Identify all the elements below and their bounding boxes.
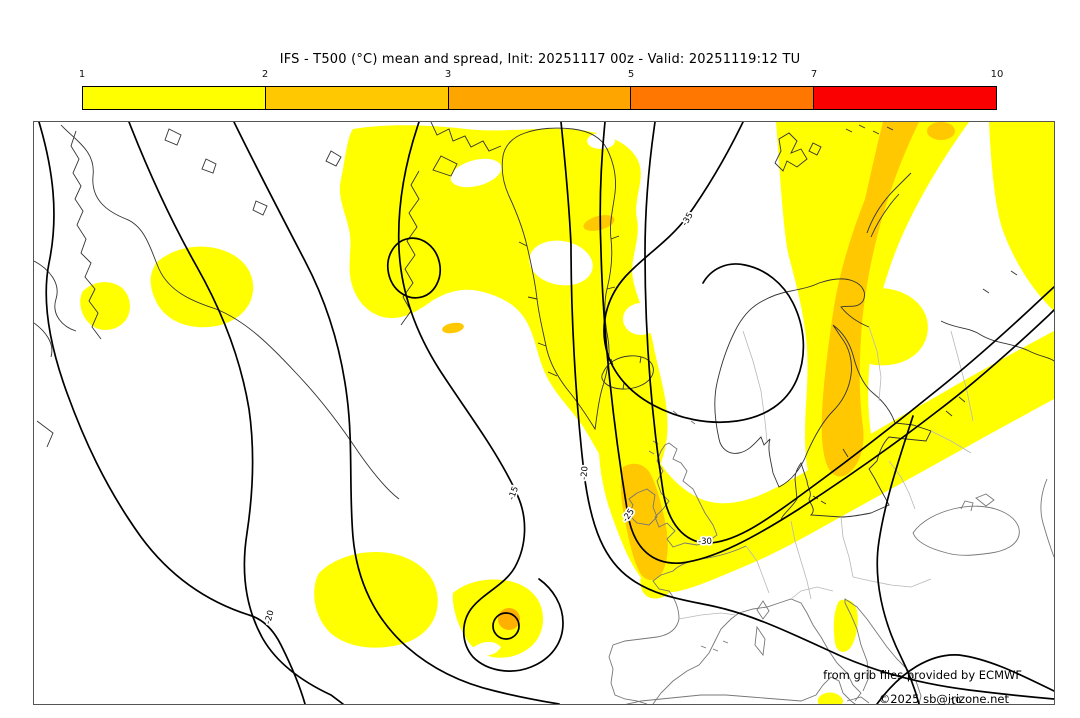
colorbar-tick-label: 1 <box>78 69 86 80</box>
border-germany <box>791 521 811 599</box>
border-poland <box>841 517 853 577</box>
contour-label: -20 <box>579 466 590 481</box>
contour-label: -10 <box>946 695 962 704</box>
spread-atlantic-blob-east <box>452 579 543 658</box>
coastline-greenland <box>502 128 615 429</box>
spread-italy-blob <box>833 599 858 652</box>
contour-label: -20 <box>263 609 276 625</box>
gap-2 <box>450 158 502 188</box>
coastlines-arctic <box>34 122 1054 521</box>
colorbar-tick-label: 7 <box>810 69 818 80</box>
colorbar-tick-label: 2 <box>261 69 269 80</box>
temperature-contours <box>39 122 1054 704</box>
coastline-spain-med-italy <box>653 599 921 704</box>
coastline-labrador <box>61 125 399 499</box>
spread-labrador-blob <box>150 246 254 328</box>
contour-west-1 <box>39 122 305 704</box>
coastline-russia-north <box>941 271 1054 361</box>
contour-minus20-trough <box>561 122 1054 699</box>
gap-1 <box>529 240 593 286</box>
colorbar-segment-5-7 <box>631 87 815 109</box>
spread-atlantic-blob-west <box>314 551 438 648</box>
gold-baltic-spot <box>827 375 847 391</box>
attribution-ecmwf: from grib files provided by ECMWF <box>823 668 1022 682</box>
contour-cutoff-low <box>493 613 519 639</box>
coastline-caspian <box>1041 479 1054 557</box>
coastline-hudson <box>34 261 76 447</box>
chart-title: IFS - T500 (°C) mean and spread, Init: 2… <box>279 52 801 67</box>
border-baltics <box>889 461 915 509</box>
map-svg: -20-15-20-25-30-35-10 <box>34 122 1054 704</box>
contour-greenland-low-outer <box>399 122 563 671</box>
border-finland-russia <box>869 327 881 401</box>
coastline-ellesmere <box>431 122 501 176</box>
contour-label: -35 <box>680 211 696 228</box>
spread-tunisia-blob <box>817 692 844 704</box>
contour-minus35-scandinavia <box>604 122 803 422</box>
border-danube <box>853 577 931 587</box>
contour-southeast-diagonal <box>877 416 919 704</box>
border-alps <box>791 587 833 599</box>
coastline-black-sea <box>913 494 1019 555</box>
colorbar-ticks: 1 2 3 5 7 10 <box>78 69 1004 83</box>
colorbar-segment-2-3 <box>265 87 449 109</box>
spread-left-edge-blob <box>80 282 130 330</box>
coastline-novaya-zemlya <box>867 173 911 237</box>
gap-3 <box>623 303 659 335</box>
border-norway-sweden <box>743 331 767 441</box>
coastline-arctic-islands <box>165 129 341 215</box>
coastline-baffin-west <box>401 171 419 325</box>
colorbar-segment-3-5 <box>448 87 632 109</box>
map-panel: -20 -15 -20 -25 -30 -35 -10 <box>33 121 1055 705</box>
colorbar-segment-1-2 <box>83 87 266 109</box>
contour-label: -30 <box>698 537 712 547</box>
colorbar-tick-label: 5 <box>627 69 635 80</box>
gold-greenland-spot2 <box>442 322 464 334</box>
contour-minus30-trough <box>645 122 1054 543</box>
gap-5 <box>471 641 501 656</box>
contour-minus25-trough <box>600 122 1054 563</box>
contour-west-3 <box>234 122 559 704</box>
border-pyrenees <box>679 613 736 619</box>
colorbar-segment-7-10 <box>814 87 996 109</box>
coastline-islands-med <box>701 601 869 703</box>
spread-fill-gold <box>442 122 955 630</box>
country-borders <box>679 327 973 619</box>
spread-greenland <box>339 125 668 485</box>
gold-greenland-spot <box>583 215 615 231</box>
coastline-greenland-fjords <box>519 236 619 376</box>
contour-greenland-low-inner <box>382 233 445 303</box>
gold-ne-band-core <box>821 122 919 477</box>
contour-mediterranean-wave <box>877 655 1054 704</box>
border-russia-west <box>931 331 973 453</box>
gold-ireland-core <box>620 463 668 580</box>
coastline-ireland <box>629 489 657 525</box>
colorbar-tick-label: 3 <box>444 69 452 80</box>
colorbar <box>82 86 997 110</box>
attribution-copyright: ©2025 sb@irizone.net <box>878 692 1009 706</box>
coastline-baffin-east <box>71 131 101 339</box>
spread-ne-corner <box>989 122 1054 311</box>
coastline-svalbard <box>775 133 821 171</box>
coastline-africa <box>623 677 859 704</box>
coastline-scandinavia <box>715 279 931 521</box>
coastline-franz-josef <box>846 125 893 134</box>
gold-corner-spot <box>927 122 955 140</box>
contour-west-2 <box>129 122 343 704</box>
colorbar-tick-label: 10 <box>990 69 1004 80</box>
border-france-east <box>746 546 769 593</box>
